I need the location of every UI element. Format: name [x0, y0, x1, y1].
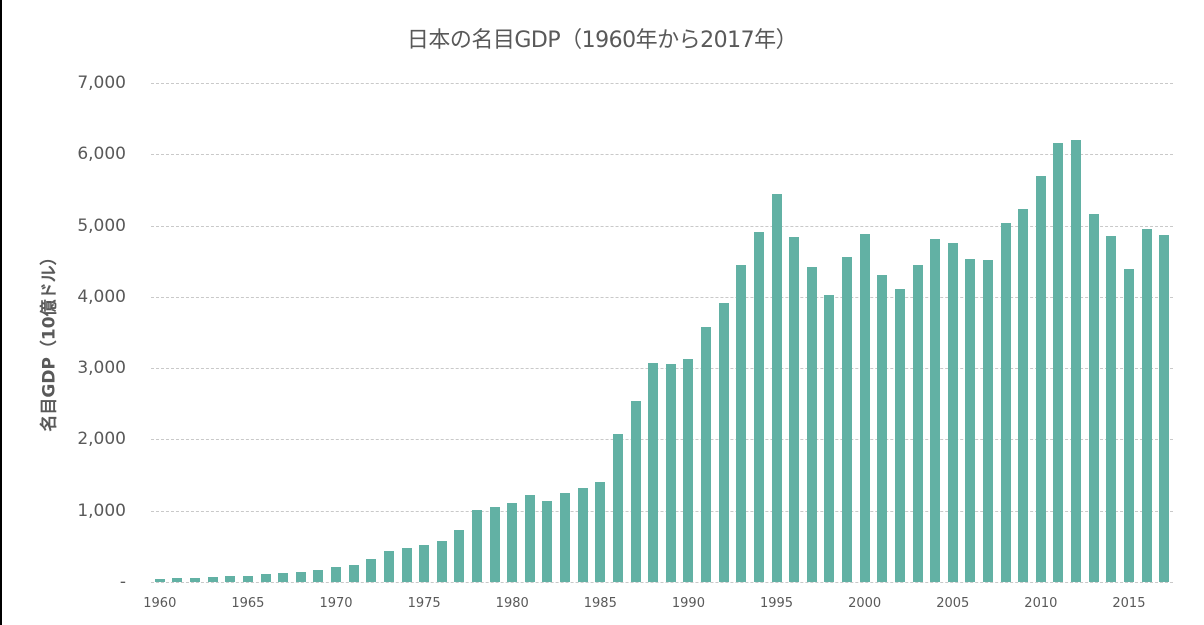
left-frame-border: [0, 0, 2, 625]
x-tick-label: 2000: [848, 596, 882, 611]
bar-1984: [577, 488, 588, 582]
bar-1991: [701, 326, 712, 582]
gridline: [151, 83, 1173, 84]
x-tick-label: 1970: [319, 596, 353, 611]
bar-1993: [736, 264, 747, 582]
x-tick-label: 1960: [143, 596, 177, 611]
bar-1963: [207, 577, 218, 582]
bar-1994: [753, 232, 764, 582]
x-tick-label: 1965: [231, 596, 265, 611]
bar-1986: [612, 433, 623, 582]
x-tick-label: 1985: [583, 596, 617, 611]
x-tick-label: 2010: [1024, 596, 1058, 611]
y-tick-label: 7,000: [77, 73, 126, 93]
bar-1980: [507, 503, 518, 582]
y-tick-label: 2,000: [77, 429, 126, 450]
x-tick-label: 2015: [1112, 596, 1146, 611]
bar-1974: [401, 547, 412, 582]
bar-2007: [982, 260, 993, 582]
bar-1981: [524, 495, 535, 582]
bar-2017: [1159, 234, 1170, 582]
x-tick-label: 2005: [936, 596, 970, 611]
bar-1976: [436, 540, 447, 582]
bar-1971: [348, 564, 359, 582]
bar-1998: [824, 294, 835, 582]
gridline: [151, 439, 1173, 441]
y-tick-label: 1,000: [77, 500, 126, 521]
gridline: [151, 510, 1173, 512]
bar-1988: [648, 363, 659, 582]
bar-2005: [947, 243, 958, 582]
bar-1989: [665, 364, 676, 582]
bar-2010: [1035, 175, 1046, 582]
bar-1987: [630, 401, 641, 582]
plot-area: [151, 83, 1173, 583]
bar-1975: [419, 544, 430, 582]
x-tick-label: 1995: [759, 596, 794, 611]
bar-1960: [154, 578, 165, 582]
bar-1995: [771, 193, 782, 582]
gridline: [151, 368, 1173, 370]
bar-1968: [295, 571, 306, 582]
bar-1985: [595, 482, 606, 582]
y-tick-label: 3,000: [77, 358, 126, 379]
bar-1977: [454, 530, 465, 582]
bar-2012: [1071, 139, 1082, 582]
bar-1967: [278, 573, 289, 582]
bar-1962: [190, 577, 201, 582]
bar-1997: [806, 267, 817, 582]
bar-1961: [172, 578, 183, 582]
y-tick-label: 5,000: [77, 215, 126, 236]
bar-1972: [366, 559, 377, 582]
bar-2011: [1053, 143, 1064, 582]
bar-2004: [930, 238, 941, 582]
bar-1992: [718, 303, 729, 582]
gridline: [151, 154, 1173, 156]
bar-2015: [1123, 268, 1134, 582]
bar-1983: [560, 493, 571, 582]
bar-1973: [383, 551, 394, 582]
y-tick-label: -: [119, 572, 126, 592]
bar-1970: [331, 566, 342, 582]
y-tick-label: 6,000: [77, 144, 126, 165]
bar-2000: [859, 233, 870, 582]
y-tick-label: 4,000: [77, 286, 126, 307]
bar-1982: [542, 501, 553, 582]
bar-2014: [1106, 236, 1117, 582]
bar-1965: [242, 575, 253, 582]
x-tick-label: 1980: [495, 596, 529, 611]
bar-1999: [842, 256, 853, 582]
x-tick-label: 1990: [671, 596, 705, 611]
bar-2008: [1000, 222, 1011, 582]
bar-1996: [789, 237, 800, 582]
bar-2006: [965, 259, 976, 582]
bar-1978: [471, 509, 482, 582]
bar-2016: [1141, 229, 1152, 582]
bar-1964: [225, 576, 236, 582]
y-axis-label: 名目GDP（10億ドル）: [39, 248, 60, 432]
bar-1979: [489, 506, 500, 582]
bar-2009: [1018, 209, 1029, 582]
chart-title: 日本の名目GDP（1960年から2017年）: [406, 28, 798, 53]
bar-2003: [912, 265, 923, 582]
gridline: [151, 582, 1173, 583]
x-tick-label: 1975: [407, 596, 441, 611]
gridline: [151, 225, 1173, 227]
gridline: [151, 296, 1173, 298]
bar-2013: [1088, 214, 1099, 582]
bar-1969: [313, 569, 324, 582]
bar-2002: [894, 288, 905, 582]
bar-1990: [683, 358, 694, 582]
bar-1966: [260, 574, 271, 582]
bar-2001: [877, 275, 888, 582]
